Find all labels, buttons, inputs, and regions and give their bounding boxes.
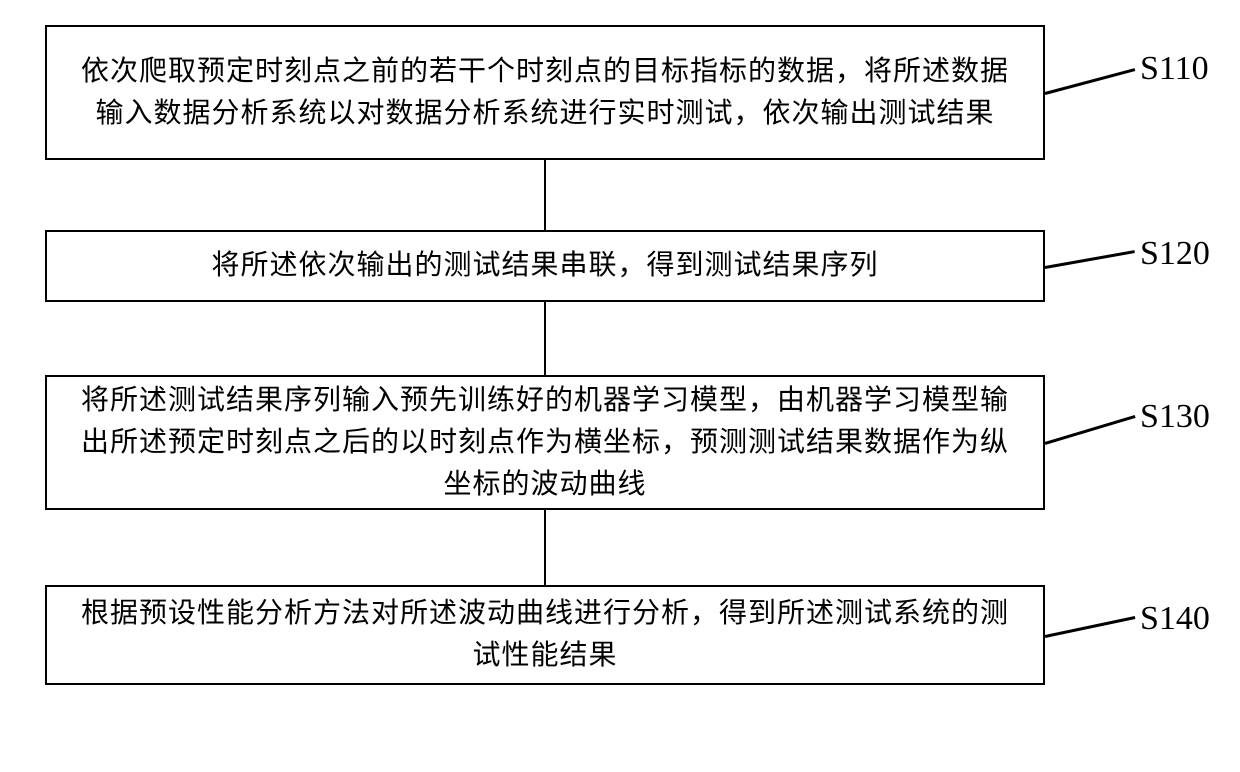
- node-label-s120: S120: [1140, 235, 1210, 273]
- flowchart-node-s110: 依次爬取预定时刻点之前的若干个时刻点的目标指标的数据，将所述数据输入数据分析系统…: [45, 25, 1045, 160]
- node-label-s110: S110: [1140, 50, 1209, 88]
- edge-s110-s120: [544, 160, 547, 230]
- node-text-s110: 依次爬取预定时刻点之前的若干个时刻点的目标指标的数据，将所述数据输入数据分析系统…: [67, 51, 1023, 135]
- label-connector-s140: [1045, 616, 1136, 637]
- node-text-s120: 将所述依次输出的测试结果串联，得到测试结果序列: [211, 245, 878, 287]
- node-label-s130: S130: [1140, 398, 1210, 436]
- flowchart-container: 依次爬取预定时刻点之前的若干个时刻点的目标指标的数据，将所述数据输入数据分析系统…: [0, 0, 1240, 772]
- node-text-s130: 将所述测试结果序列输入预先训练好的机器学习模型，由机器学习模型输出所述预定时刻点…: [67, 380, 1023, 506]
- label-connector-s120: [1045, 250, 1135, 268]
- edge-s130-s140: [544, 510, 547, 585]
- node-label-s140: S140: [1140, 600, 1210, 638]
- flowchart-node-s130: 将所述测试结果序列输入预先训练好的机器学习模型，由机器学习模型输出所述预定时刻点…: [45, 375, 1045, 510]
- flowchart-node-s140: 根据预设性能分析方法对所述波动曲线进行分析，得到所述测试系统的测试性能结果: [45, 585, 1045, 685]
- node-text-s140: 根据预设性能分析方法对所述波动曲线进行分析，得到所述测试系统的测试性能结果: [67, 593, 1023, 677]
- label-connector-s110: [1045, 68, 1136, 94]
- edge-s120-s130: [544, 302, 547, 375]
- label-connector-s130: [1045, 415, 1136, 444]
- flowchart-node-s120: 将所述依次输出的测试结果串联，得到测试结果序列: [45, 230, 1045, 302]
